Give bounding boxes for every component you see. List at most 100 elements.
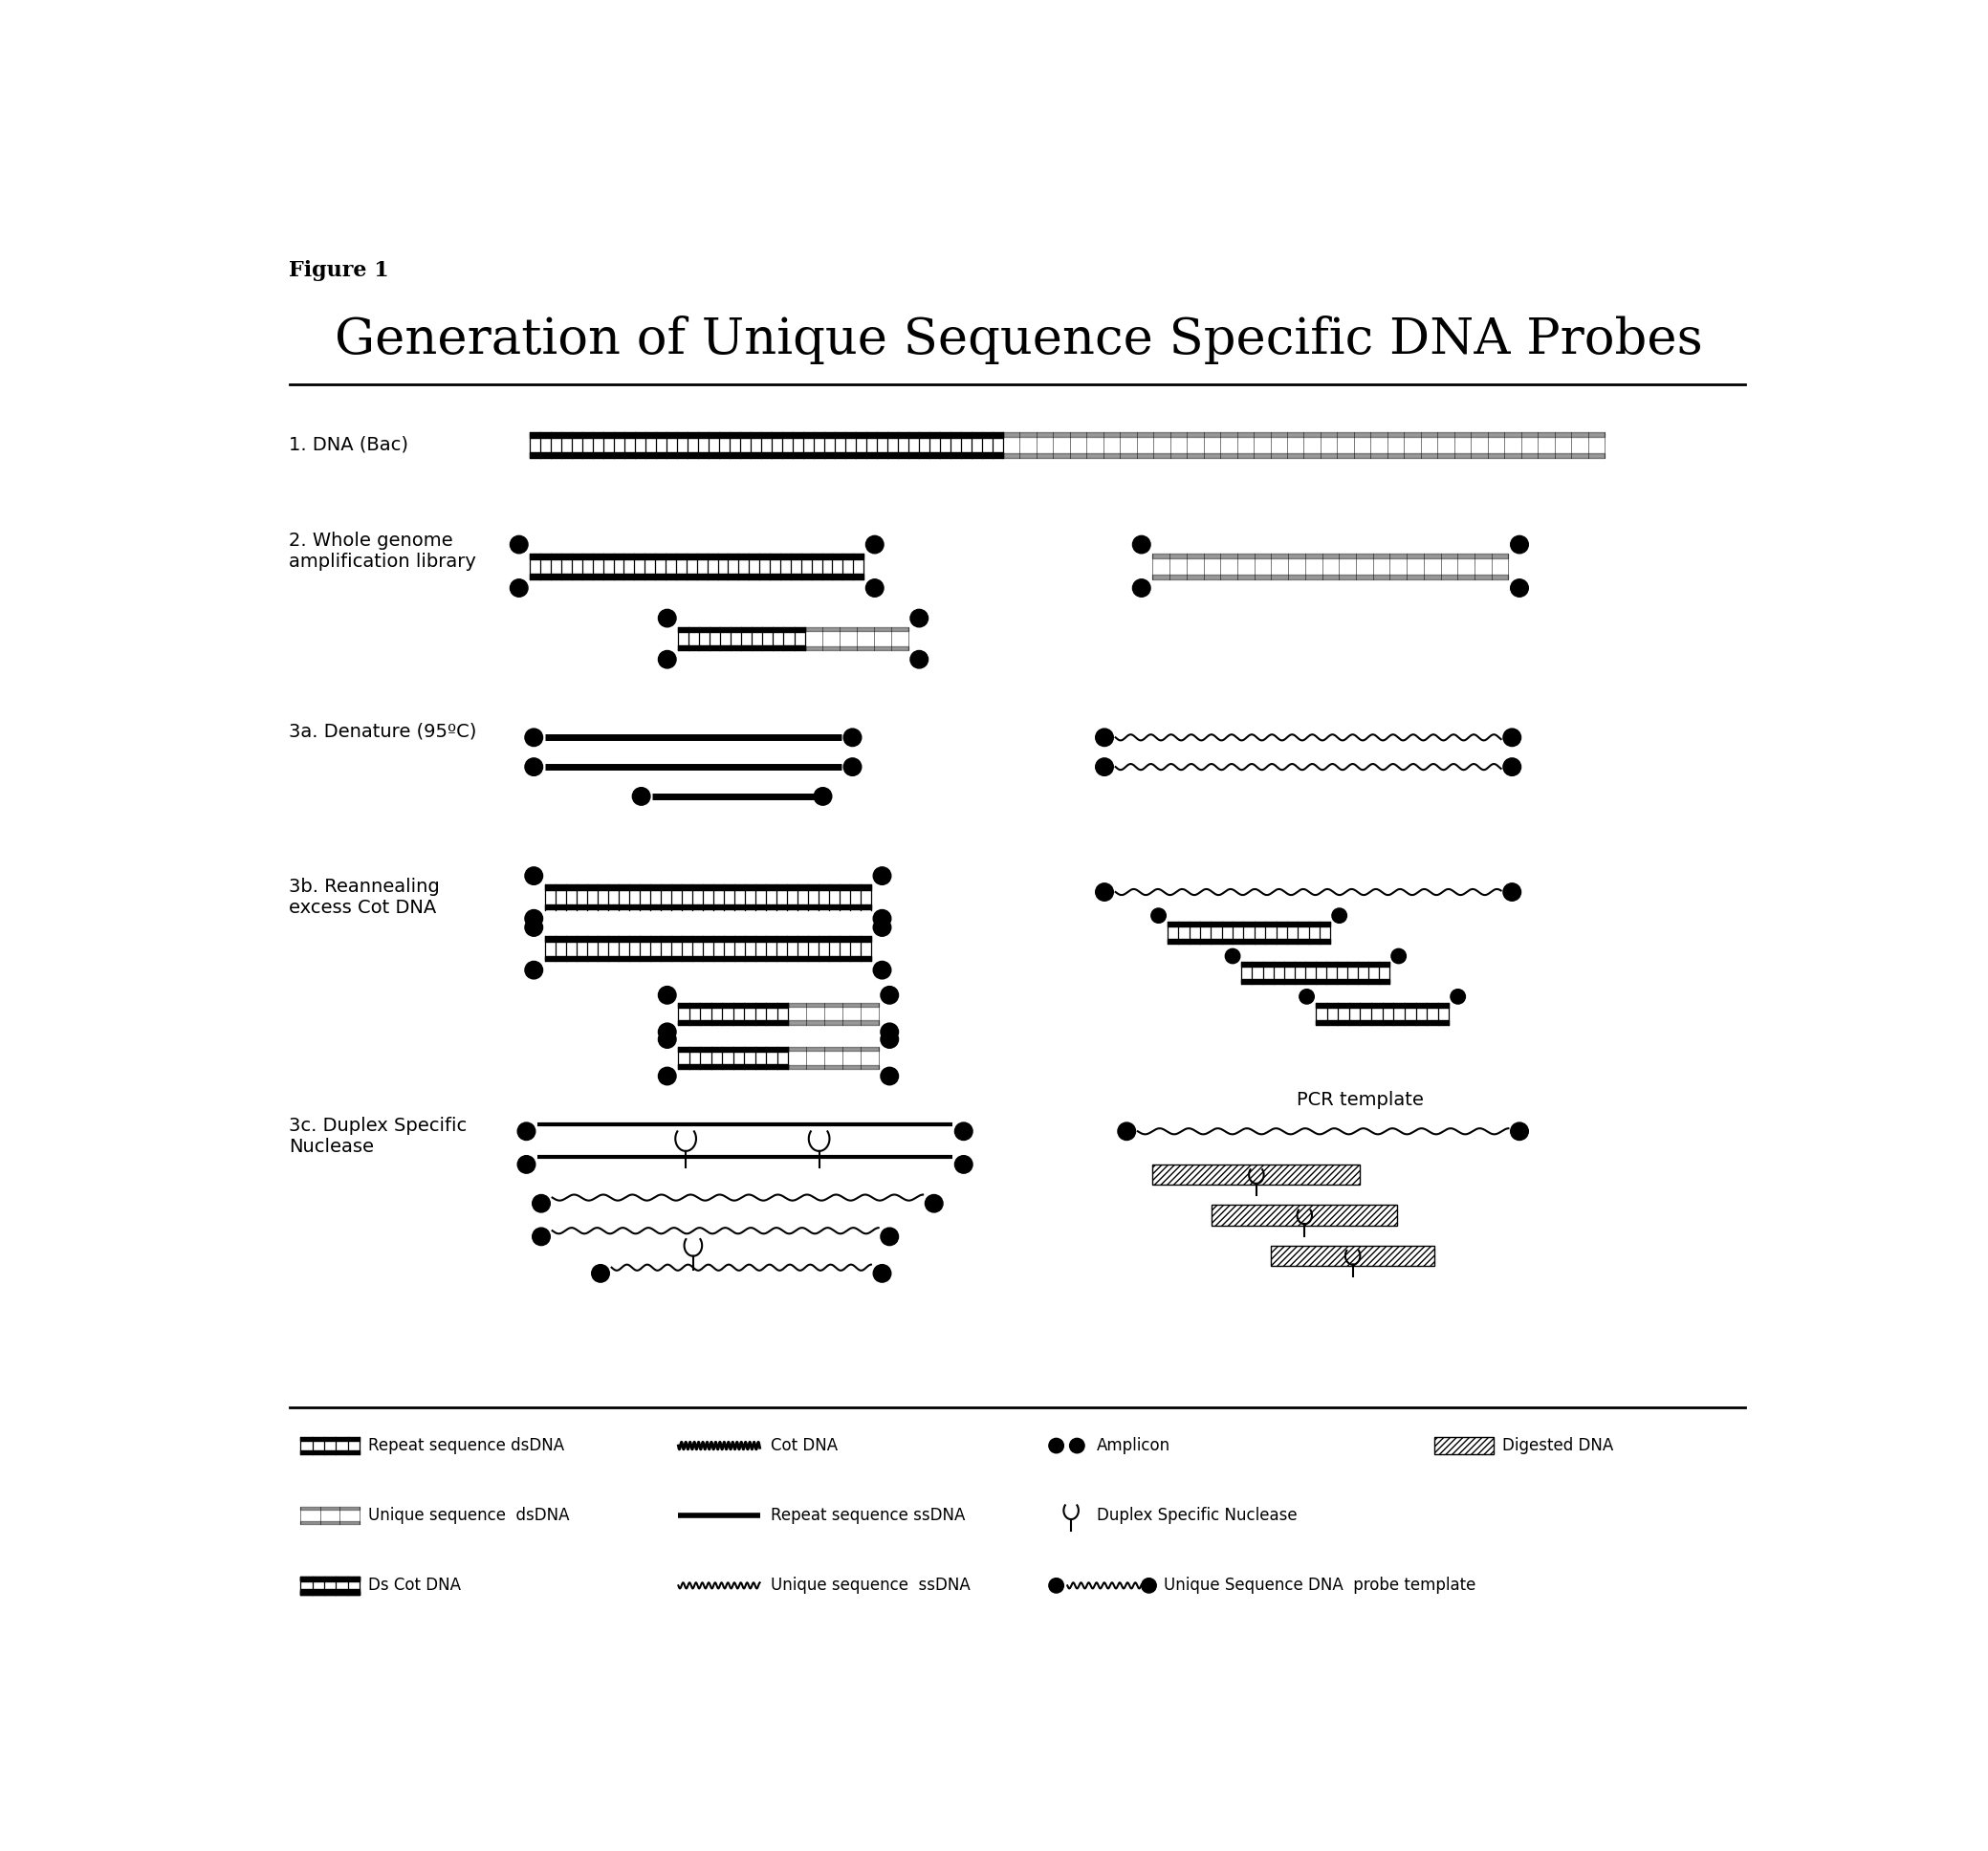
Bar [531,431,1002,437]
Text: 1. DNA (Bac): 1. DNA (Bac) [290,435,410,453]
Text: 3a. Denature (95ºC): 3a. Denature (95ºC) [290,722,477,740]
Circle shape [658,1031,676,1048]
Bar [789,1020,879,1025]
Circle shape [517,1122,535,1140]
Bar [1316,1003,1449,1007]
Circle shape [1503,759,1521,776]
Bar [300,1436,360,1440]
Bar [545,937,871,942]
Circle shape [1300,988,1314,1003]
Circle shape [954,1122,972,1140]
Circle shape [1050,1579,1064,1594]
Circle shape [873,918,891,937]
Bar [678,646,805,650]
Circle shape [924,1194,942,1212]
Bar [300,1451,360,1455]
Bar [805,627,909,631]
Bar [531,553,863,559]
Circle shape [1070,1438,1083,1453]
Circle shape [873,961,891,979]
Circle shape [525,759,543,776]
Bar [1153,553,1509,557]
Circle shape [911,609,928,627]
Bar [1270,1246,1433,1266]
Bar [545,885,871,890]
Bar [678,1003,789,1007]
Circle shape [954,1155,972,1174]
Circle shape [881,1024,899,1040]
Circle shape [1117,1122,1135,1140]
Bar [545,905,871,909]
Text: Ds Cot DNA: Ds Cot DNA [368,1577,461,1594]
Circle shape [525,918,543,937]
Bar [531,574,863,579]
Circle shape [911,650,928,668]
Bar [1213,1205,1398,1225]
Bar [1242,979,1390,985]
Circle shape [592,1264,610,1283]
Bar [789,1046,879,1051]
Circle shape [525,729,543,746]
Circle shape [813,787,831,805]
Text: Duplex Specific Nuclease: Duplex Specific Nuclease [1097,1507,1298,1523]
Bar [805,646,909,650]
Circle shape [525,866,543,885]
Bar [789,1003,879,1007]
Circle shape [1511,1122,1529,1140]
Circle shape [1392,950,1406,964]
Circle shape [658,987,676,1003]
Circle shape [1095,759,1113,776]
Circle shape [1332,909,1346,924]
Circle shape [1133,535,1151,553]
Text: Figure 1: Figure 1 [290,261,390,281]
Bar [678,1020,789,1025]
Bar [1002,431,1604,437]
Text: 3b. Reannealing
excess Cot DNA: 3b. Reannealing excess Cot DNA [290,877,439,916]
Circle shape [867,579,883,596]
Circle shape [1451,988,1465,1003]
Circle shape [1503,729,1521,746]
Circle shape [533,1227,551,1246]
Bar [1167,938,1330,944]
Bar [545,955,871,961]
Circle shape [658,1024,676,1040]
Circle shape [658,650,676,668]
Bar [300,1590,360,1594]
Text: 2. Whole genome
amplification library: 2. Whole genome amplification library [290,531,477,570]
Circle shape [1225,950,1241,964]
Circle shape [525,961,543,979]
Circle shape [1511,535,1529,553]
Bar [1433,1436,1493,1455]
Circle shape [843,729,861,746]
Text: Generation of Unique Sequence Specific DNA Probes: Generation of Unique Sequence Specific D… [336,315,1704,365]
Circle shape [1151,909,1165,924]
Bar [300,1577,360,1581]
Bar [789,1064,879,1068]
Circle shape [867,535,883,553]
Circle shape [511,535,529,553]
Circle shape [873,909,891,927]
Circle shape [658,1068,676,1085]
Text: Unique sequence  dsDNA: Unique sequence dsDNA [368,1507,571,1523]
Bar [1002,453,1604,457]
Circle shape [1050,1438,1064,1453]
Circle shape [873,866,891,885]
Bar [1153,574,1509,579]
Bar [300,1590,360,1594]
Text: Unique sequence  ssDNA: Unique sequence ssDNA [771,1577,970,1594]
Circle shape [881,1031,899,1048]
Circle shape [525,909,543,927]
Circle shape [511,579,529,596]
Circle shape [1133,579,1151,596]
Circle shape [873,1264,891,1283]
Bar [1167,922,1330,926]
Text: Repeat sequence ssDNA: Repeat sequence ssDNA [771,1507,966,1523]
Text: Digested DNA: Digested DNA [1503,1436,1614,1455]
Bar [300,1577,360,1581]
Circle shape [1095,883,1113,901]
Bar [678,627,805,633]
Circle shape [632,787,650,805]
Circle shape [881,1227,899,1246]
Circle shape [843,759,861,776]
Circle shape [1141,1579,1157,1594]
